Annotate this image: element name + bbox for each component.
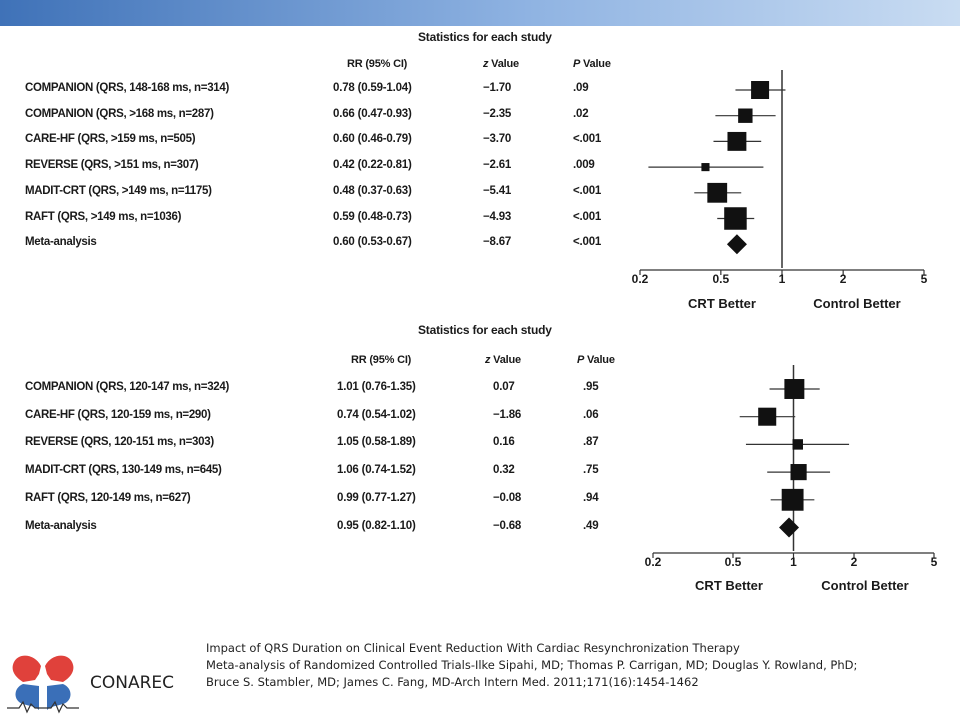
p-value: .75 bbox=[583, 464, 599, 477]
forest-panel-1: Statistics for each study RR (95% CI) z … bbox=[0, 0, 960, 320]
rr-column-header: RR (95% CI) bbox=[347, 58, 408, 70]
citation-caption: Impact of QRS Duration on Clinical Event… bbox=[206, 640, 857, 691]
study-label: CARE-HF (QRS, 120-159 ms, n=290) bbox=[25, 408, 211, 421]
p-value: <.001 bbox=[573, 236, 602, 249]
study-label: MADIT-CRT (QRS, 130-149 ms, n=645) bbox=[25, 464, 222, 477]
p-value: <.001 bbox=[573, 133, 602, 146]
stats-title: Statistics for each study bbox=[418, 30, 552, 44]
rr-value: 0.60 (0.46-0.79) bbox=[333, 133, 412, 146]
stats-title: Statistics for each study bbox=[418, 323, 552, 337]
p-column-header: P Value bbox=[573, 58, 611, 70]
rr-value: 0.99 (0.77-1.27) bbox=[337, 491, 416, 504]
rr-value: 1.01 (0.76-1.35) bbox=[337, 381, 416, 393]
caption-line-2: Meta-analysis of Randomized Controlled T… bbox=[206, 658, 858, 672]
caption-line-3: Bruce S. Stambler, MD; James C. Fang, MD… bbox=[206, 675, 699, 689]
z-value: −2.61 bbox=[483, 159, 512, 172]
rr-value: 0.60 (0.53-0.67) bbox=[333, 236, 412, 249]
p-value: <.001 bbox=[573, 210, 602, 223]
study-label: RAFT (QRS, >149 ms, n=1036) bbox=[25, 210, 182, 223]
rr-value: 0.74 (0.54-1.02) bbox=[337, 408, 416, 421]
study-label: CARE-HF (QRS, >159 ms, n=505) bbox=[25, 133, 196, 146]
forest-panel-2: Statistics for each study RR (95% CI) z … bbox=[25, 323, 615, 532]
caption-line-1: Impact of QRS Duration on Clinical Event… bbox=[206, 641, 740, 655]
rr-value: 0.42 (0.22-0.81) bbox=[333, 159, 412, 172]
study-label: RAFT (QRS, 120-149 ms, n=627) bbox=[25, 491, 191, 504]
brand-name: CONAREC bbox=[90, 673, 175, 693]
z-value: −0.08 bbox=[493, 491, 522, 504]
p-value: .87 bbox=[583, 436, 599, 449]
z-value: −3.70 bbox=[483, 133, 512, 146]
study-label: COMPANION (QRS, >168 ms, n=287) bbox=[25, 107, 214, 120]
p-value: <.001 bbox=[573, 184, 602, 197]
p-value: .94 bbox=[583, 491, 599, 504]
z-column-header: z Value bbox=[483, 58, 519, 70]
z-value: −1.70 bbox=[483, 82, 512, 94]
study-label: MADIT-CRT (QRS, >149 ms, n=1175) bbox=[25, 184, 212, 197]
study-label: COMPANION (QRS, 120-147 ms, n=324) bbox=[25, 381, 230, 393]
z-column-header: z Value bbox=[485, 354, 521, 366]
z-value: −0.68 bbox=[493, 519, 522, 532]
z-value: −2.35 bbox=[483, 107, 512, 120]
z-value: −4.93 bbox=[483, 210, 512, 223]
conarec-logo bbox=[7, 655, 79, 714]
study-label: REVERSE (QRS, >151 ms, n=307) bbox=[25, 159, 199, 172]
heart-logo-icon bbox=[7, 655, 79, 714]
study-label: REVERSE (QRS, 120-151 ms, n=303) bbox=[25, 436, 214, 449]
study-label: COMPANION (QRS, 148-168 ms, n=314) bbox=[25, 82, 230, 94]
rr-value: 0.78 (0.59-1.04) bbox=[333, 82, 412, 94]
rr-column-header: RR (95% CI) bbox=[351, 354, 412, 366]
p-value: .49 bbox=[583, 519, 599, 532]
study-label: Meta-analysis bbox=[25, 519, 97, 532]
p-column-header: P Value bbox=[577, 354, 615, 366]
rr-value: 0.48 (0.37-0.63) bbox=[333, 184, 412, 197]
z-value: 0.32 bbox=[493, 464, 515, 477]
study-label: Meta-analysis bbox=[25, 236, 97, 249]
p-value: .02 bbox=[573, 107, 589, 120]
rr-value: 0.59 (0.48-0.73) bbox=[333, 210, 412, 223]
p-value: .09 bbox=[573, 82, 589, 94]
rr-value: 1.05 (0.58-1.89) bbox=[337, 436, 416, 449]
z-value: 0.07 bbox=[493, 381, 515, 393]
rr-value: 0.95 (0.82-1.10) bbox=[337, 519, 416, 532]
rr-value: 0.66 (0.47-0.93) bbox=[333, 107, 412, 120]
z-value: 0.16 bbox=[493, 436, 515, 449]
rr-value: 1.06 (0.74-1.52) bbox=[337, 464, 416, 477]
z-value: −8.67 bbox=[483, 236, 512, 249]
z-value: −1.86 bbox=[493, 408, 522, 421]
z-value: −5.41 bbox=[483, 184, 512, 197]
p-value: .95 bbox=[583, 381, 599, 393]
p-value: .009 bbox=[573, 159, 595, 172]
p-value: .06 bbox=[583, 408, 599, 421]
top-banner bbox=[0, 0, 960, 26]
